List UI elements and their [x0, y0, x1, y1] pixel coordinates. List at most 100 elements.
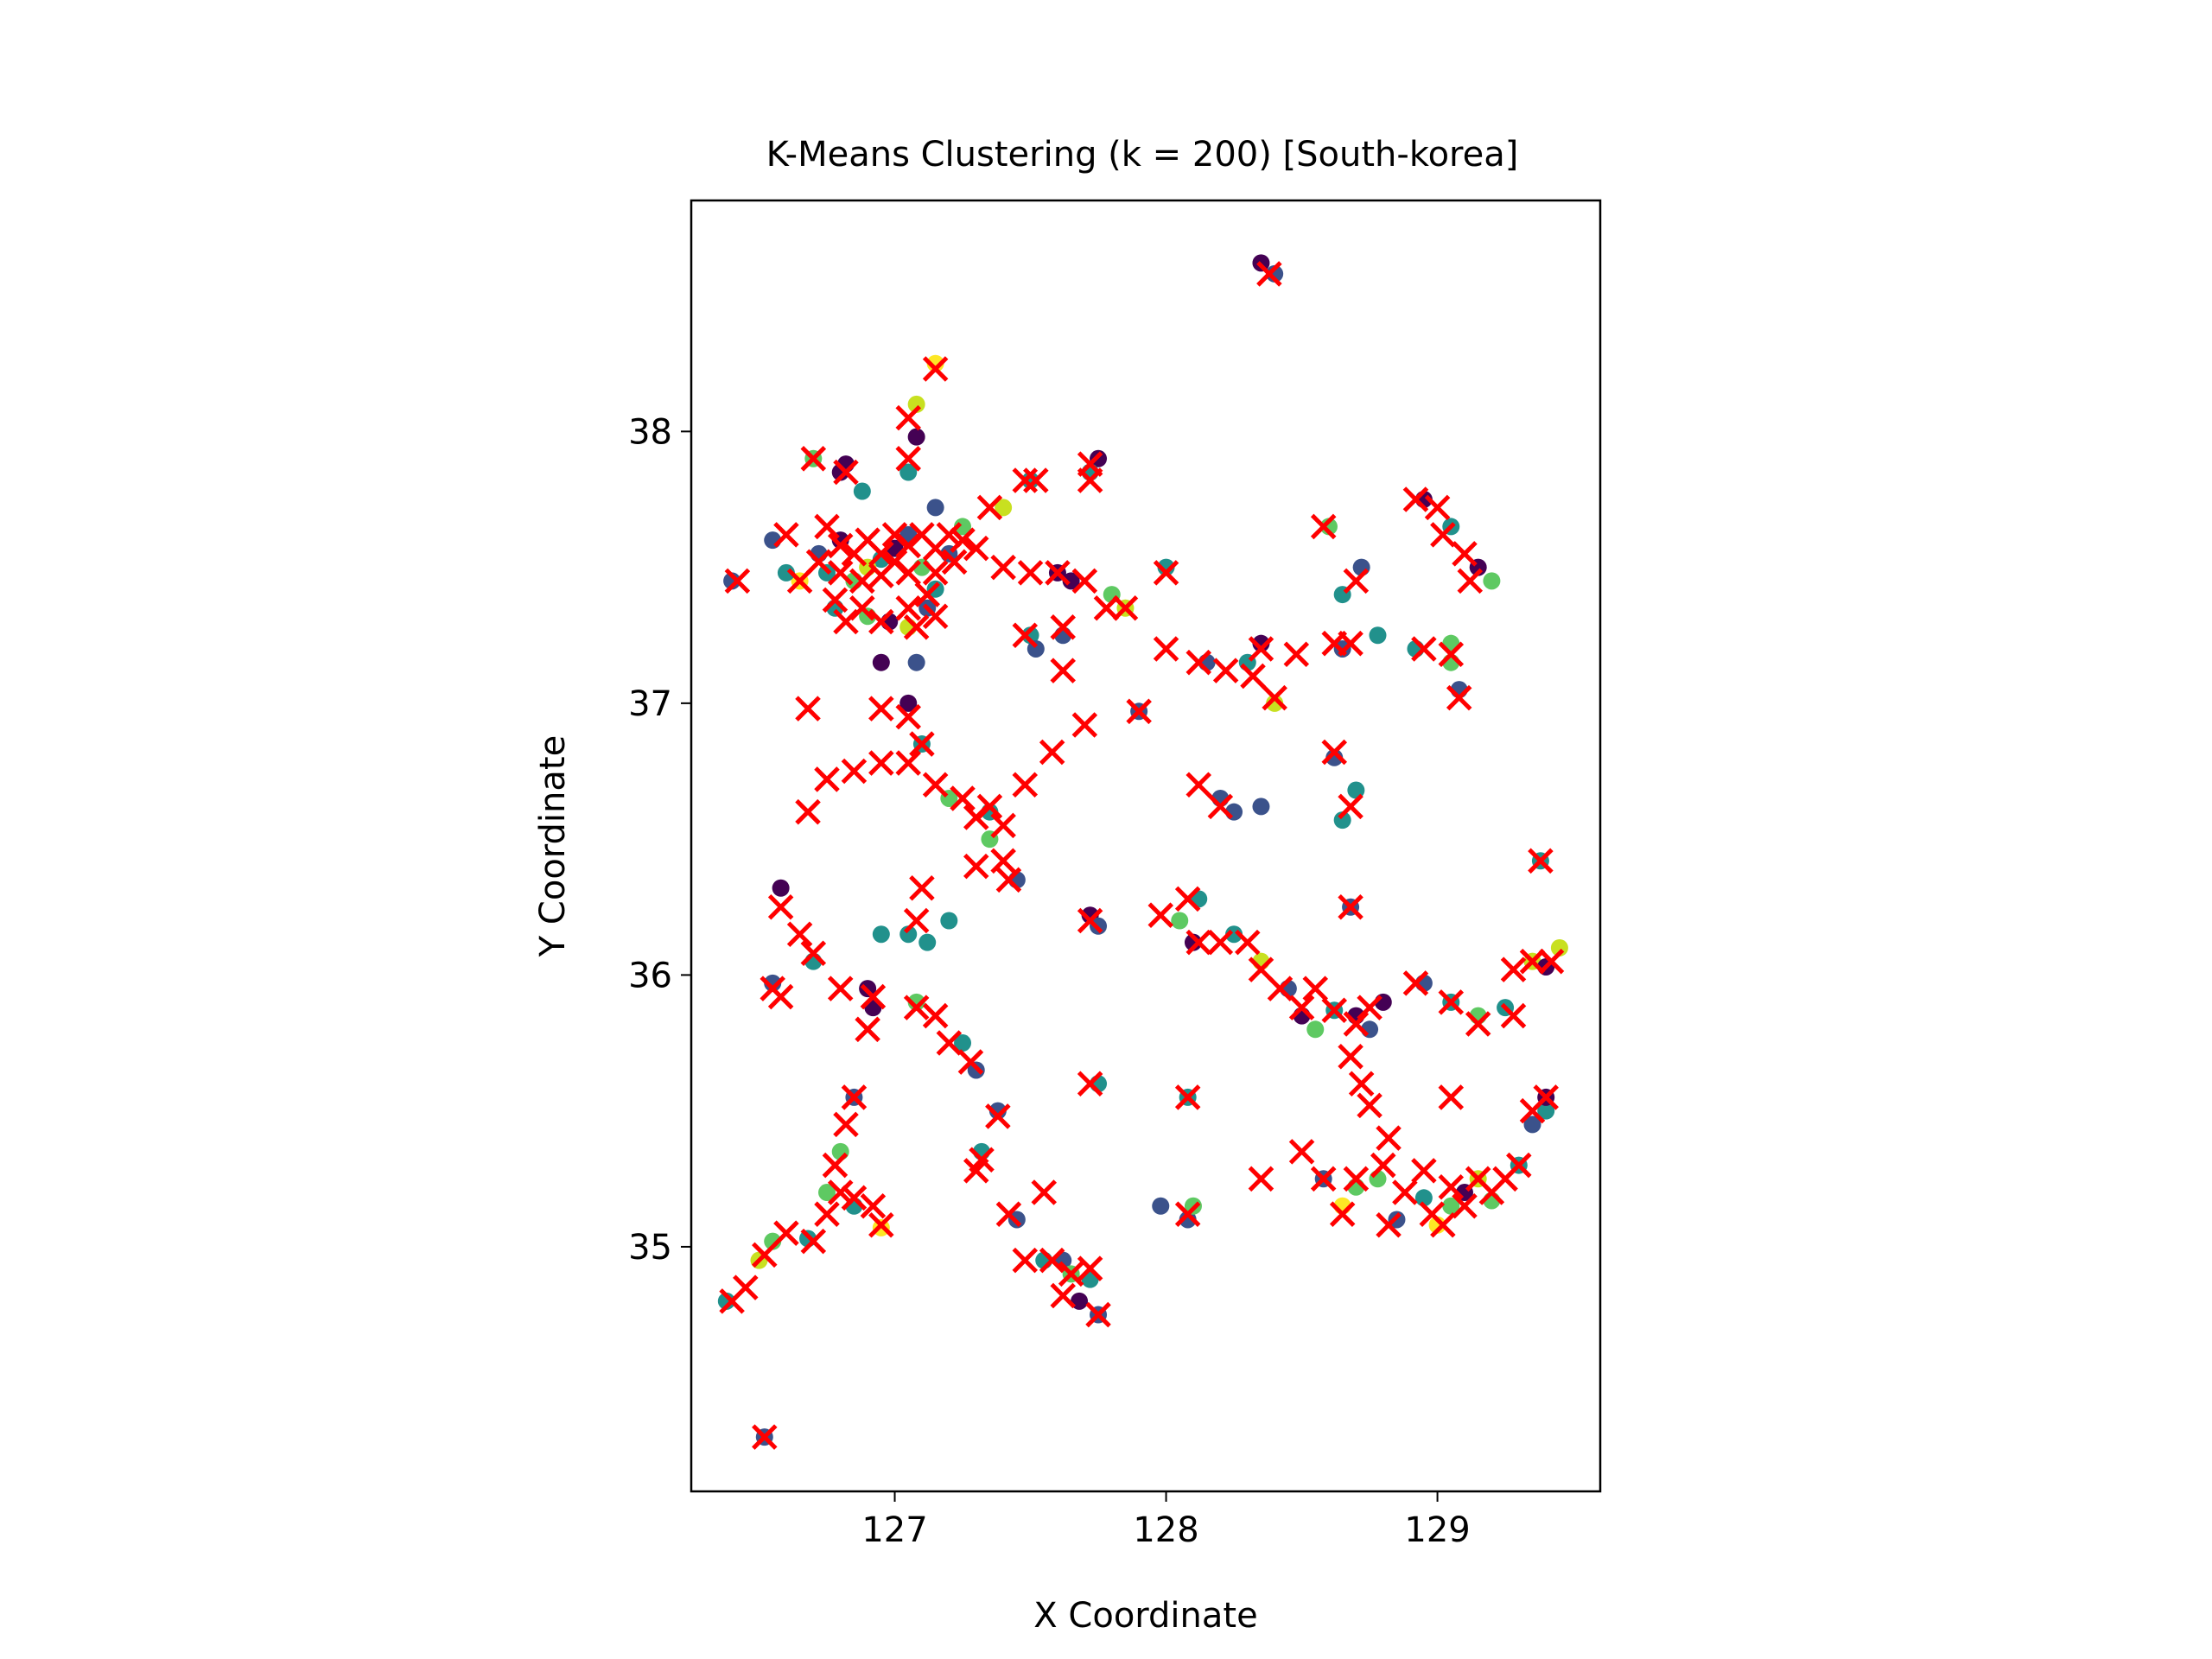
centroid-marker	[1212, 658, 1239, 683]
centroid-marker	[1376, 1211, 1402, 1238]
centroid-marker	[1310, 513, 1337, 540]
centroid-marker	[1321, 739, 1348, 766]
cluster-point	[954, 1034, 972, 1052]
centroid-marker	[990, 848, 1016, 874]
centroid-marker	[1446, 684, 1472, 711]
centroid-marker	[860, 1192, 887, 1219]
cluster-point	[1523, 1116, 1541, 1134]
centroid-marker	[1338, 894, 1363, 920]
cluster-point	[1171, 912, 1189, 930]
centroid-marker	[1039, 1247, 1065, 1274]
centroid-marker	[1126, 698, 1152, 725]
centroid-marker	[963, 853, 989, 880]
centroid-marker	[1071, 568, 1098, 594]
cluster-point	[1369, 626, 1387, 645]
centroid-marker	[1185, 649, 1212, 676]
centroid-marker	[1012, 622, 1039, 649]
centroids-layer	[719, 261, 1565, 1450]
y-tick-label: 38	[628, 412, 672, 452]
centroid-marker	[1370, 1152, 1396, 1179]
centroid-marker	[1338, 793, 1363, 820]
cluster-point	[764, 1232, 782, 1250]
centroid-marker	[719, 1288, 745, 1314]
centroid-marker	[827, 560, 854, 586]
cluster-point	[1537, 1102, 1555, 1120]
cluster-point	[995, 499, 1013, 517]
centroid-marker	[1077, 1255, 1103, 1281]
centroid-marker	[1500, 957, 1527, 982]
centroid-marker	[1050, 658, 1076, 683]
centroid-marker	[1402, 486, 1429, 512]
centroid-marker	[855, 1016, 880, 1043]
cluster-point	[1225, 925, 1243, 944]
x-tick-label: 129	[1404, 1510, 1470, 1550]
x-axis-label: X Coordinate	[1033, 1596, 1257, 1636]
cluster-point	[1414, 1189, 1433, 1207]
centroid-marker	[1023, 467, 1049, 493]
centroid-marker	[963, 535, 989, 562]
centroid-marker	[1050, 1282, 1076, 1309]
centroid-marker	[1077, 907, 1103, 934]
centroid-marker	[1338, 1043, 1363, 1070]
centroid-marker	[941, 549, 968, 575]
centroid-marker	[1112, 595, 1139, 621]
centroid-marker	[773, 1220, 799, 1246]
centroid-marker	[1153, 560, 1179, 586]
y-axis-label: Y Coordinate	[533, 735, 573, 957]
cluster-point	[1319, 518, 1338, 536]
centroid-marker	[1376, 1125, 1402, 1151]
centroid-marker	[990, 812, 1016, 839]
centroid-marker	[1357, 995, 1382, 1020]
centroid-marker	[1077, 1071, 1103, 1096]
cluster-point	[954, 518, 972, 536]
cluster-point	[1152, 1197, 1170, 1215]
cluster-point	[907, 653, 925, 671]
cluster-point	[777, 563, 795, 582]
centroid-marker	[1506, 1152, 1532, 1179]
centroid-marker	[1077, 467, 1103, 493]
centroid-marker	[1050, 614, 1076, 640]
centroid-marker	[800, 446, 827, 472]
centroid-marker	[1533, 1084, 1559, 1110]
centroid-marker	[800, 1228, 827, 1255]
centroid-marker	[1430, 1211, 1456, 1238]
centroid-marker	[1153, 636, 1179, 662]
centroid-marker	[1348, 1071, 1375, 1096]
cluster-point	[772, 879, 790, 897]
centroid-marker	[1528, 848, 1554, 874]
centroid-marker	[1343, 1166, 1370, 1192]
centroid-marker	[922, 356, 949, 382]
centroid-marker	[1248, 957, 1274, 982]
centroid-marker	[1207, 929, 1234, 956]
cluster-point	[1062, 572, 1080, 590]
centroid-marker	[868, 541, 894, 567]
plot-area: 127 128 129 35 36 37 38	[628, 199, 1602, 1550]
y-tick-label: 36	[628, 956, 672, 995]
centroid-marker	[841, 1084, 868, 1110]
centroid-marker	[1185, 929, 1212, 956]
cluster-point	[907, 428, 925, 446]
centroid-marker	[995, 1201, 1022, 1227]
centroid-marker	[800, 940, 827, 967]
centroid-marker	[1185, 772, 1212, 798]
centroid-marker	[760, 976, 785, 1001]
cluster-point	[872, 653, 890, 671]
centroid-marker	[1519, 948, 1546, 975]
centroid-marker	[868, 608, 894, 635]
cluster-point	[940, 912, 958, 930]
cluster-point	[853, 482, 871, 500]
centroid-marker	[1262, 684, 1287, 711]
centroid-marker	[1240, 663, 1266, 690]
centroid-marker	[1058, 1261, 1084, 1287]
cluster-point	[1266, 264, 1284, 283]
centroid-marker	[936, 1030, 963, 1056]
centroid-marker	[1085, 1301, 1111, 1328]
centroid-marker	[1234, 929, 1261, 956]
centroid-marker	[1438, 989, 1465, 1015]
centroid-marker	[1438, 641, 1465, 668]
centroid-marker	[903, 995, 930, 1020]
centroid-marker	[1411, 636, 1437, 662]
centroid-marker	[1288, 995, 1315, 1020]
cluster-point	[1021, 626, 1039, 645]
centroid-marker	[841, 1185, 868, 1211]
